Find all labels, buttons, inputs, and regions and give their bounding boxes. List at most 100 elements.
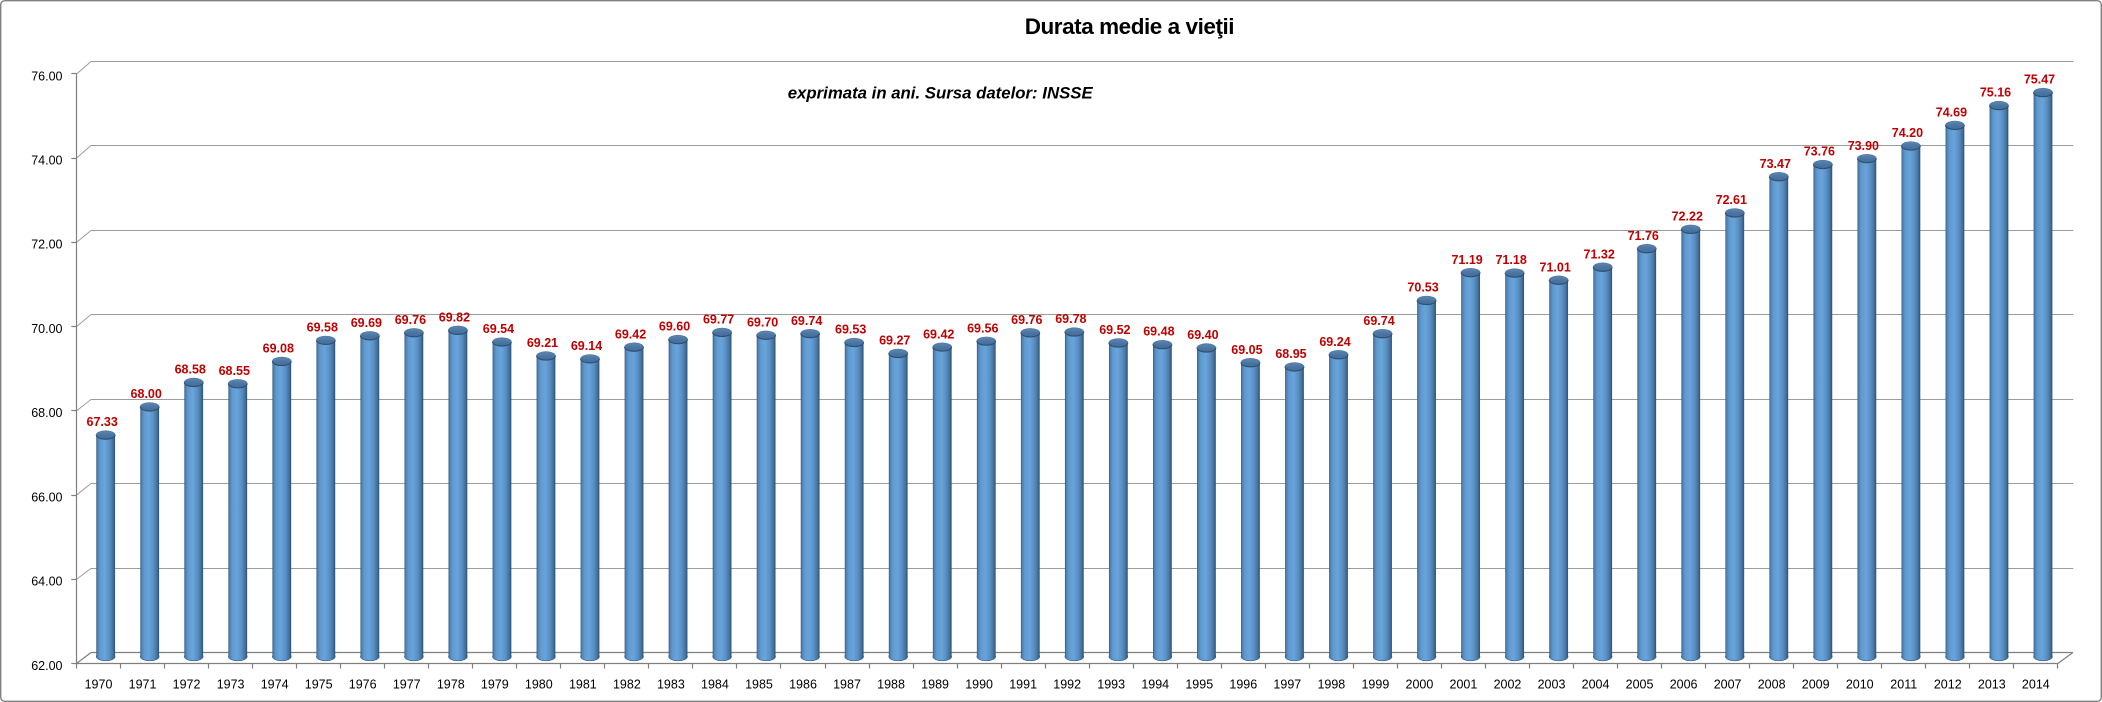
svg-text:2001: 2001 — [1450, 678, 1478, 692]
svg-text:2004: 2004 — [1582, 678, 1610, 692]
svg-text:2010: 2010 — [1846, 678, 1874, 692]
svg-text:69.54: 69.54 — [483, 322, 514, 336]
svg-text:2006: 2006 — [1670, 678, 1698, 692]
svg-text:1979: 1979 — [481, 678, 509, 692]
svg-text:69.24: 69.24 — [1319, 335, 1350, 349]
svg-text:1977: 1977 — [393, 678, 421, 692]
svg-text:1970: 1970 — [85, 678, 113, 692]
svg-text:1984: 1984 — [701, 678, 729, 692]
svg-text:75.16: 75.16 — [1980, 86, 2011, 100]
svg-text:1976: 1976 — [349, 678, 377, 692]
svg-text:69.60: 69.60 — [659, 320, 690, 334]
svg-text:74.69: 74.69 — [1936, 106, 1967, 120]
svg-text:2005: 2005 — [1626, 678, 1654, 692]
svg-text:69.21: 69.21 — [527, 336, 558, 350]
svg-text:1972: 1972 — [173, 678, 201, 692]
svg-text:1989: 1989 — [921, 678, 949, 692]
svg-text:exprimata in ani. Sursa datelo: exprimata in ani. Sursa datelor: INSSE — [788, 84, 1094, 103]
svg-text:69.74: 69.74 — [1363, 314, 1394, 328]
svg-text:69.27: 69.27 — [879, 334, 910, 348]
svg-text:74.00: 74.00 — [31, 153, 62, 167]
svg-text:1995: 1995 — [1185, 678, 1213, 692]
svg-text:72.22: 72.22 — [1672, 209, 1703, 223]
svg-text:69.76: 69.76 — [395, 313, 426, 327]
svg-text:68.00: 68.00 — [131, 387, 162, 401]
svg-text:68.95: 68.95 — [1275, 347, 1306, 361]
svg-text:71.19: 71.19 — [1451, 253, 1482, 267]
svg-text:69.70: 69.70 — [747, 315, 778, 329]
svg-text:73.76: 73.76 — [1804, 145, 1835, 159]
svg-text:68.00: 68.00 — [31, 406, 62, 420]
svg-text:1980: 1980 — [525, 678, 553, 692]
svg-text:69.08: 69.08 — [263, 342, 294, 356]
svg-text:69.14: 69.14 — [571, 339, 602, 353]
svg-text:69.69: 69.69 — [351, 316, 382, 330]
svg-text:2011: 2011 — [1890, 678, 1917, 692]
svg-text:1994: 1994 — [1141, 678, 1169, 692]
svg-text:74.20: 74.20 — [1892, 126, 1923, 140]
svg-text:1999: 1999 — [1361, 678, 1389, 692]
svg-text:1986: 1986 — [789, 678, 817, 692]
svg-text:2013: 2013 — [1978, 678, 2006, 692]
svg-text:62.00: 62.00 — [31, 659, 62, 673]
svg-text:2014: 2014 — [2022, 678, 2050, 692]
svg-text:2007: 2007 — [1714, 678, 1742, 692]
svg-text:1982: 1982 — [613, 678, 641, 692]
svg-text:1996: 1996 — [1229, 678, 1257, 692]
svg-text:1987: 1987 — [833, 678, 861, 692]
svg-text:1993: 1993 — [1097, 678, 1125, 692]
svg-text:2003: 2003 — [1538, 678, 1566, 692]
svg-text:1981: 1981 — [569, 678, 597, 692]
svg-text:64.00: 64.00 — [31, 575, 62, 589]
svg-text:68.55: 68.55 — [219, 364, 250, 378]
svg-text:69.58: 69.58 — [307, 321, 338, 335]
svg-text:2012: 2012 — [1934, 678, 1962, 692]
svg-text:68.58: 68.58 — [175, 363, 206, 377]
svg-text:69.77: 69.77 — [703, 313, 734, 327]
svg-text:1975: 1975 — [305, 678, 333, 692]
svg-text:69.76: 69.76 — [1011, 313, 1042, 327]
svg-text:1988: 1988 — [877, 678, 905, 692]
svg-text:76.00: 76.00 — [31, 69, 62, 83]
svg-text:70.00: 70.00 — [31, 322, 62, 336]
svg-text:Durata medie a vieţii: Durata medie a vieţii — [1025, 14, 1234, 39]
svg-text:71.01: 71.01 — [1540, 260, 1571, 274]
svg-text:69.42: 69.42 — [923, 327, 954, 341]
svg-text:1990: 1990 — [965, 678, 993, 692]
svg-text:69.40: 69.40 — [1187, 328, 1218, 342]
svg-text:71.32: 71.32 — [1584, 247, 1615, 261]
svg-text:69.52: 69.52 — [1099, 323, 1130, 337]
svg-text:1978: 1978 — [437, 678, 465, 692]
svg-text:75.47: 75.47 — [2024, 73, 2055, 87]
svg-text:69.78: 69.78 — [1055, 312, 1086, 326]
svg-text:73.90: 73.90 — [1848, 139, 1879, 153]
svg-text:2008: 2008 — [1758, 678, 1786, 692]
svg-text:2002: 2002 — [1494, 678, 1522, 692]
svg-text:1997: 1997 — [1273, 678, 1301, 692]
svg-text:1971: 1971 — [129, 678, 157, 692]
svg-text:69.74: 69.74 — [791, 314, 822, 328]
svg-text:69.82: 69.82 — [439, 310, 470, 324]
svg-text:71.76: 71.76 — [1628, 229, 1659, 243]
svg-text:1998: 1998 — [1317, 678, 1345, 692]
svg-text:1973: 1973 — [217, 678, 245, 692]
svg-text:1974: 1974 — [261, 678, 289, 692]
svg-text:69.53: 69.53 — [835, 323, 866, 337]
svg-text:69.05: 69.05 — [1231, 343, 1262, 357]
svg-text:73.47: 73.47 — [1760, 157, 1791, 171]
svg-text:67.33: 67.33 — [87, 415, 118, 429]
svg-text:1985: 1985 — [745, 678, 773, 692]
svg-text:72.00: 72.00 — [31, 238, 62, 252]
svg-text:2009: 2009 — [1802, 678, 1830, 692]
svg-text:1983: 1983 — [657, 678, 685, 692]
svg-text:69.48: 69.48 — [1143, 325, 1174, 339]
svg-text:2000: 2000 — [1406, 678, 1434, 692]
svg-text:1991: 1991 — [1009, 678, 1037, 692]
svg-text:69.42: 69.42 — [615, 327, 646, 341]
svg-text:70.53: 70.53 — [1407, 281, 1438, 295]
svg-text:66.00: 66.00 — [31, 490, 62, 504]
svg-text:69.56: 69.56 — [967, 321, 998, 335]
svg-text:1992: 1992 — [1053, 678, 1081, 692]
svg-text:71.18: 71.18 — [1495, 253, 1526, 267]
svg-text:72.61: 72.61 — [1716, 193, 1747, 207]
